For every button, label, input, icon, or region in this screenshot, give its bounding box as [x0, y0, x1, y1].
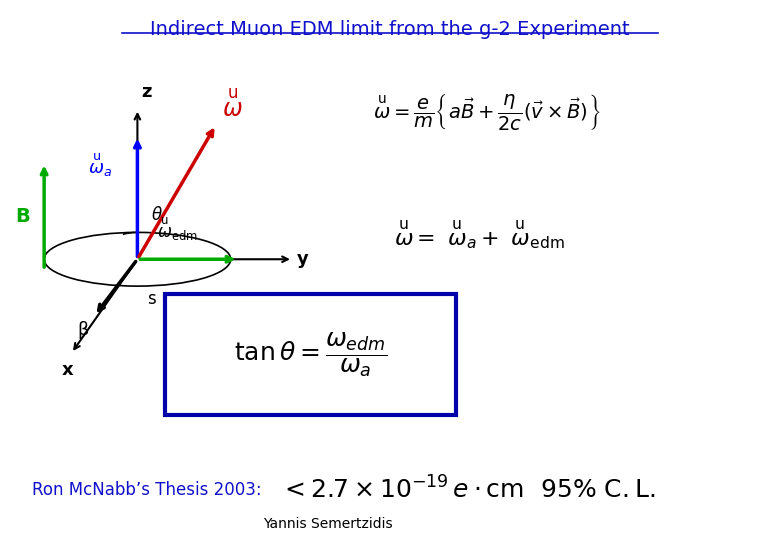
FancyBboxPatch shape	[165, 294, 456, 415]
Text: z: z	[141, 83, 152, 101]
Text: $\theta$: $\theta$	[151, 206, 163, 224]
Text: $\overset{{\rm u}}{\omega}$: $\overset{{\rm u}}{\omega}$	[222, 90, 243, 122]
Text: s: s	[147, 291, 156, 308]
Text: β: β	[78, 321, 89, 339]
Text: $< 2.7 \times 10^{-19}\, e \cdot {\rm cm}\ \ 95\%\ {\rm C.L.}$: $< 2.7 \times 10^{-19}\, e \cdot {\rm cm…	[280, 477, 655, 504]
Text: Ron McNabb’s Thesis 2003:: Ron McNabb’s Thesis 2003:	[33, 481, 262, 500]
Text: $\overset{{\rm u}}{\omega}_a$: $\overset{{\rm u}}{\omega}_a$	[88, 152, 112, 179]
Text: $\overset{{\rm u}}{\omega}_{\rm edm}$: $\overset{{\rm u}}{\omega}_{\rm edm}$	[157, 216, 198, 243]
Text: $\overset{{\rm u}}{\omega} =\ \overset{{\rm u}}{\omega}_a +\ \overset{{\rm u}}{\: $\overset{{\rm u}}{\omega} =\ \overset{{…	[394, 218, 565, 252]
Text: x: x	[62, 361, 73, 379]
Text: Yannis Semertzidis: Yannis Semertzidis	[263, 517, 392, 531]
Text: B: B	[15, 207, 30, 226]
Text: Indirect Muon EDM limit from the g-2 Experiment: Indirect Muon EDM limit from the g-2 Exp…	[151, 20, 629, 39]
Text: $\tan\theta = \dfrac{\omega_{edm}}{\omega_a}$: $\tan\theta = \dfrac{\omega_{edm}}{\omeg…	[233, 330, 387, 379]
Text: $\overset{{\rm u}}{\omega} = \dfrac{e}{m}\left\{a\vec{B}+\dfrac{\eta}{2c}(\vec{v: $\overset{{\rm u}}{\omega} = \dfrac{e}{m…	[374, 91, 601, 132]
Text: y: y	[296, 250, 308, 268]
